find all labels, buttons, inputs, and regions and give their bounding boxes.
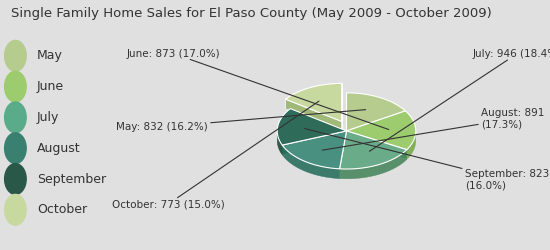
Text: July: July [37, 111, 59, 124]
Text: October: 773 (15.0%): October: 773 (15.0%) [112, 101, 319, 209]
Circle shape [4, 194, 26, 225]
Text: May: May [37, 49, 63, 62]
Circle shape [4, 133, 26, 164]
Text: September: 823
(16.0%): September: 823 (16.0%) [305, 128, 549, 190]
Polygon shape [346, 111, 416, 150]
Polygon shape [282, 131, 346, 155]
Text: June: June [37, 80, 64, 93]
Polygon shape [407, 128, 416, 160]
Text: May: 832 (16.2%): May: 832 (16.2%) [116, 110, 366, 132]
Polygon shape [285, 84, 342, 122]
Text: September: September [37, 172, 106, 186]
Polygon shape [339, 150, 407, 179]
Polygon shape [285, 99, 342, 131]
Polygon shape [346, 131, 407, 160]
Polygon shape [282, 131, 346, 169]
Text: August: August [37, 142, 81, 155]
Text: October: October [37, 203, 87, 216]
Polygon shape [339, 131, 347, 178]
Polygon shape [346, 93, 405, 131]
Polygon shape [346, 131, 407, 160]
Circle shape [4, 40, 26, 71]
Text: June: 873 (17.0%): June: 873 (17.0%) [126, 48, 389, 130]
Circle shape [4, 102, 26, 133]
Text: August: 891
(17.3%): August: 891 (17.3%) [322, 108, 544, 150]
Circle shape [4, 164, 26, 194]
Polygon shape [282, 145, 339, 178]
Text: Single Family Home Sales for El Paso County (May 2009 - October 2009): Single Family Home Sales for El Paso Cou… [11, 8, 492, 20]
Polygon shape [339, 131, 347, 178]
Text: July: 946 (18.4%): July: 946 (18.4%) [370, 48, 550, 151]
Circle shape [4, 71, 26, 102]
Polygon shape [282, 131, 346, 155]
Polygon shape [277, 128, 282, 155]
Polygon shape [339, 131, 407, 169]
Polygon shape [277, 108, 346, 145]
